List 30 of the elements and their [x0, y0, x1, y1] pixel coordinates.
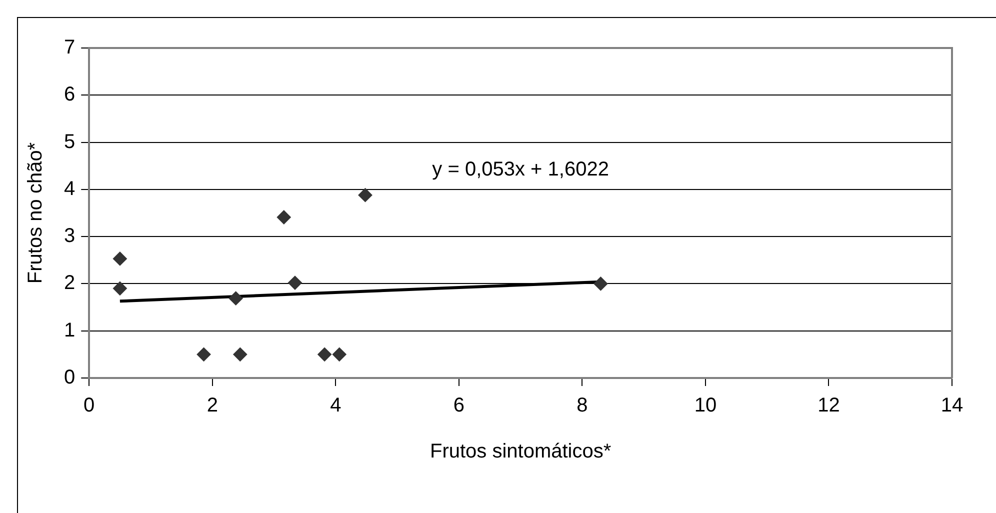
annotation: y = 0,053x + 1,6022 — [432, 158, 609, 181]
y-tick-label: 4 — [64, 178, 76, 200]
y-tick-label: 0 — [64, 366, 76, 389]
point — [318, 347, 332, 362]
y-tick-label: 5 — [64, 130, 76, 153]
y-tick-label: 2 — [64, 272, 76, 294]
point — [332, 347, 346, 362]
point — [276, 210, 291, 224]
x-tick-label: 6 — [453, 394, 464, 417]
y-tick-label: 7 — [64, 36, 76, 59]
point — [196, 347, 211, 362]
y-axis-title: Frutos no chão* — [24, 142, 47, 284]
x-tick-label: 4 — [330, 394, 342, 417]
x-tick-label: 8 — [576, 394, 588, 417]
point — [594, 276, 608, 291]
point — [112, 252, 127, 266]
x-tick-label: 12 — [818, 394, 840, 417]
point — [233, 347, 248, 362]
y-tick-label: 6 — [64, 84, 76, 106]
point — [228, 291, 243, 306]
x-tick-label: 0 — [84, 394, 95, 417]
point — [112, 281, 127, 296]
x-axis-title: Frutos sintomáticos* — [430, 440, 612, 463]
point — [358, 188, 372, 202]
point — [288, 276, 302, 290]
x-tick-label: 10 — [694, 394, 717, 417]
y-tick-label: 1 — [64, 319, 76, 342]
x-tick-label: 14 — [940, 394, 964, 417]
y-tick-label: 3 — [64, 225, 76, 248]
x-tick-label: 2 — [206, 394, 218, 417]
